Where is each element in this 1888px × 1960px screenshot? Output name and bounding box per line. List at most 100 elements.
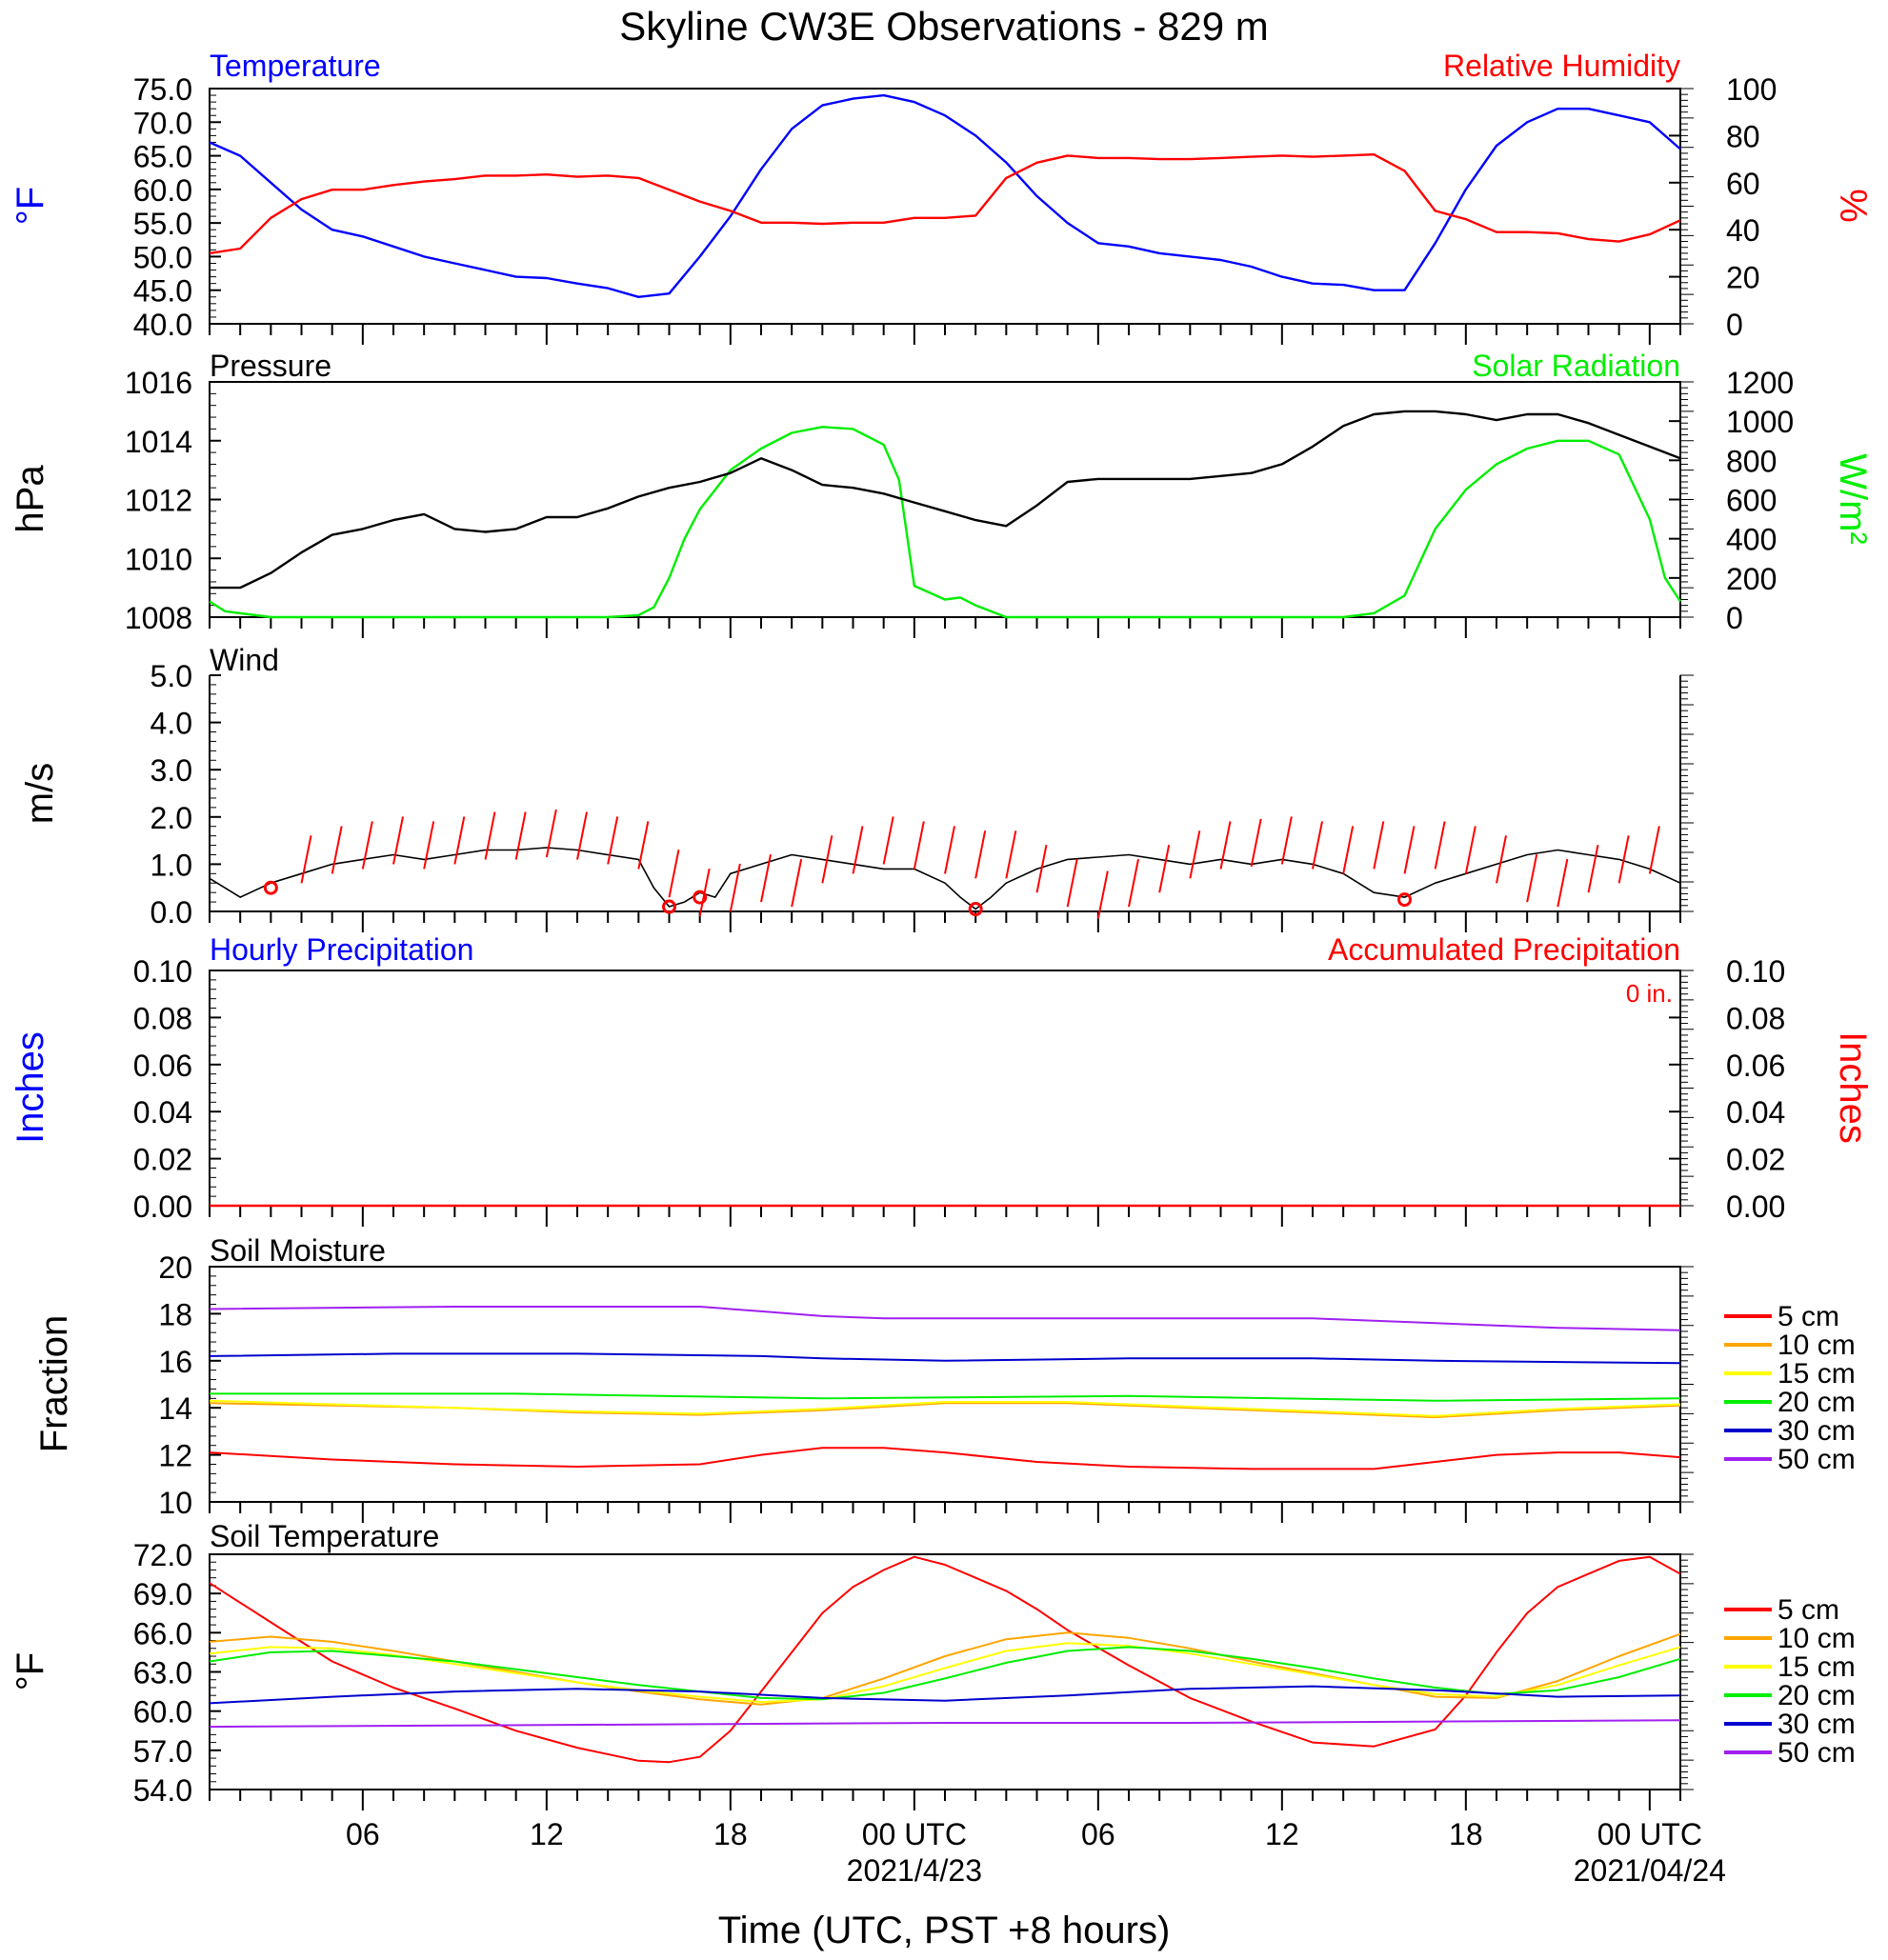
y-tick-label: 0.10 <box>133 954 192 989</box>
temperature-title: Temperature <box>210 49 381 83</box>
panel-soil-temp: Soil Temperature °F 72.0 69.0 66.0 63.0 60.0… <box>10 1519 1856 1888</box>
y2-tick-label: 1200 <box>1726 366 1794 400</box>
y-tick-label: 0.02 <box>133 1143 192 1177</box>
wind-barb <box>637 821 650 870</box>
precip-left-unit: Inches <box>10 1031 51 1144</box>
y-tick-label: 50.0 <box>133 240 192 274</box>
series-soil-moisture-30cm <box>209 1352 1681 1365</box>
y-tick-label: 65.0 <box>133 140 192 174</box>
panel-precip: Hourly Precipitation Accumulated Precipi… <box>10 932 1874 1227</box>
y-tick-label: 3.0 <box>151 753 192 788</box>
y-tick-label: 2.0 <box>151 801 192 835</box>
wind-barb <box>1403 826 1416 874</box>
series-soil-temp-30cm <box>209 1685 1681 1705</box>
y-tick-label: 0.08 <box>133 1001 192 1035</box>
y2-tick-label: 800 <box>1726 444 1777 478</box>
soil-moisture-title: Soil Moisture <box>210 1233 386 1268</box>
wind-barb <box>1189 830 1201 879</box>
y-tick-label: 10 <box>158 1486 192 1520</box>
humidity-unit-label: % <box>1832 189 1874 223</box>
legend-label: 50 cm <box>1778 1737 1856 1769</box>
panel-frame <box>209 381 1681 618</box>
legend-label: 5 cm <box>1778 1594 1839 1626</box>
legend-label: 10 cm <box>1778 1623 1856 1654</box>
y-tick-label: 45.0 <box>133 274 192 309</box>
y-tick-label: 60.0 <box>133 173 192 208</box>
y-tick-label: 66.0 <box>133 1616 192 1650</box>
temperature-unit-label: °F <box>10 187 51 225</box>
hourly-precip-title: Hourly Precipitation <box>210 932 473 967</box>
y2-tick-label: 20 <box>1726 261 1760 295</box>
y2-tick-label: 0.06 <box>1726 1049 1785 1083</box>
y2-tick-label: 400 <box>1726 523 1777 557</box>
y-tick-label: 1008 <box>125 601 192 635</box>
calm-wind-marker <box>263 880 278 895</box>
y2-tick-label: 600 <box>1726 484 1777 518</box>
y-tick-label: 16 <box>158 1345 192 1379</box>
y2-tick-label: 60 <box>1726 167 1760 201</box>
y-tick-label: 20 <box>158 1250 192 1285</box>
wind-barb <box>1035 845 1048 893</box>
series-temperature <box>209 93 1681 298</box>
pressure-unit-label: hPa <box>10 465 51 533</box>
legend-label: 50 cm <box>1778 1444 1856 1475</box>
panel-wind: Wind m/s 5.0 4.0 3.0 2.0 1.0 0.0 <box>19 643 1694 932</box>
wind-barb <box>1496 835 1507 884</box>
y-tick-label: 0.06 <box>133 1049 192 1083</box>
wind-barb <box>545 809 557 858</box>
y-tick-label: 1010 <box>125 542 192 576</box>
wind-barb <box>729 863 741 912</box>
wind-barb <box>1128 858 1139 908</box>
x-tick-label: 06 <box>1081 1817 1115 1851</box>
x-tick-label: 18 <box>713 1817 748 1851</box>
solar-title: Solar Radiation <box>1472 349 1680 383</box>
y2-tick-label: 0.04 <box>1726 1095 1785 1130</box>
x-tick-label: 12 <box>530 1817 564 1851</box>
wind-barb <box>423 821 435 870</box>
wind-barb <box>944 826 955 874</box>
series-soil-moisture-15cm <box>209 1399 1681 1417</box>
accum-precip-value: 0 in. <box>1626 979 1673 1008</box>
wind-barb <box>1096 870 1109 919</box>
wind-barb <box>1617 835 1630 884</box>
y-tick-label: 75.0 <box>133 72 192 107</box>
y-tick-label: 1016 <box>125 366 192 400</box>
series-solar-radiation <box>209 426 1682 619</box>
wind-title: Wind <box>210 643 279 677</box>
calm-wind-marker <box>968 902 983 917</box>
soil-temp-title: Soil Temperature <box>210 1519 439 1553</box>
legend-label: 5 cm <box>1778 1301 1839 1332</box>
wind-barb <box>913 821 925 870</box>
legend-label: 15 cm <box>1778 1651 1856 1683</box>
series-soil-moisture-5cm <box>209 1447 1681 1470</box>
pressure-title: Pressure <box>210 349 331 383</box>
x-tick-label: 00 UTC <box>1597 1817 1702 1851</box>
y-tick-label: 54.0 <box>133 1773 192 1808</box>
y2-tick-label: 1000 <box>1726 405 1794 439</box>
wind-barb <box>1158 845 1171 893</box>
y2-tick-label: 0.10 <box>1726 954 1785 989</box>
wind-barb <box>791 858 803 908</box>
calm-wind-marker <box>1397 892 1412 908</box>
y-tick-label: 55.0 <box>133 207 192 241</box>
series-soil-moisture-50cm <box>209 1306 1681 1331</box>
wind-barb <box>1342 826 1355 874</box>
wind-barb <box>668 850 680 898</box>
wind-barb <box>760 853 772 903</box>
y-tick-label: 14 <box>158 1391 192 1426</box>
wind-barb <box>974 830 987 879</box>
wind-barb <box>852 826 864 874</box>
wind-barb <box>514 811 527 860</box>
wind-barb <box>1373 821 1385 870</box>
x-tick-label: 18 <box>1449 1817 1483 1851</box>
solar-unit-label: W/m² <box>1832 453 1874 545</box>
y-tick-label: 1014 <box>125 425 192 459</box>
y2-tick-label: 80 <box>1726 119 1760 153</box>
wind-barb <box>1648 826 1660 874</box>
wind-barb <box>1219 821 1232 870</box>
wind-barb <box>484 811 496 860</box>
y2-tick-label: 200 <box>1726 562 1777 596</box>
x-date-label: 2021/04/24 <box>1574 1853 1726 1888</box>
legend-label: 30 cm <box>1778 1709 1856 1740</box>
